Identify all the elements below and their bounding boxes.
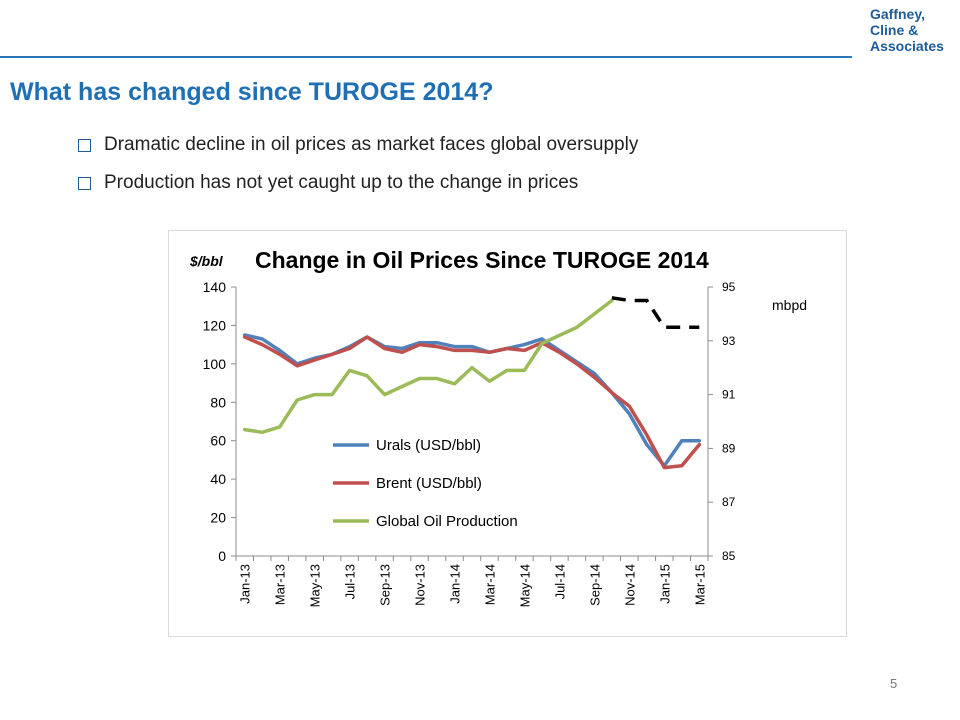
logo-line-3: Associates [870,38,944,54]
x-tick-label: Mar-14 [482,564,497,605]
forecast-dashed-line [611,296,700,330]
bullet-list: Dramatic decline in oil prices as market… [78,132,638,208]
bullet-item: Production has not yet caught up to the … [78,170,638,208]
legend-label: Global Oil Production [376,513,518,530]
series-line-global-oil-production [242,298,614,435]
y-tick-label: 120 [203,317,227,333]
y2-axis-label: mbpd [772,297,807,313]
checkbox-bullet-icon [78,177,91,190]
bullet-item: Dramatic decline in oil prices as market… [78,132,638,170]
x-tick-label: Jul-13 [343,564,358,599]
legend-label: Urals (USD/bbl) [376,437,481,454]
y2-tick-label: 87 [722,495,736,509]
y-tick-label: 40 [210,471,226,487]
oil-price-chart: Change in Oil Prices Since TUROGE 2014 $… [168,230,847,637]
x-tick-label: May-13 [308,564,323,607]
bullet-text: Dramatic decline in oil prices as market… [104,134,639,155]
y-tick-label: 0 [218,548,226,564]
y-tick-label: 20 [210,510,226,526]
checkbox-bullet-icon [78,139,91,152]
company-logo: Gaffney, Cline & Associates [870,6,952,54]
y2-tick-label: 91 [722,388,736,402]
legend-label: Brent (USD/bbl) [376,475,482,492]
header-rule [0,56,852,58]
x-tick-label: Jan-13 [238,564,253,604]
y-tick-label: 140 [203,279,227,295]
series-line-brent-usd-bbl [242,335,702,470]
x-tick-label: Jan-15 [657,564,672,604]
chart-frame [168,230,847,637]
chart-title: Change in Oil Prices Since TUROGE 2014 [255,247,709,273]
logo-line-1: Gaffney, [870,6,925,22]
x-tick-label: Sep-14 [587,564,602,606]
x-tick-label: Nov-13 [413,564,428,606]
y-tick-label: 100 [203,356,227,372]
x-tick-label: Sep-13 [378,564,393,606]
x-tick-label: May-14 [517,564,532,607]
page-number: 5 [890,676,898,691]
y-tick-label: 60 [210,433,226,449]
y-tick-label: 80 [210,394,226,410]
x-tick-label: Mar-15 [692,564,707,605]
y2-tick-label: 85 [722,549,736,563]
bullet-text: Production has not yet caught up to the … [104,172,579,193]
x-tick-label: Jan-14 [448,564,463,604]
x-tick-label: Mar-13 [273,564,288,605]
x-tick-label: Nov-14 [622,564,637,606]
y2-tick-label: 95 [722,280,736,294]
y2-tick-label: 89 [722,441,736,455]
x-tick-label: Jul-14 [552,564,567,599]
logo-line-2: Cline & [870,22,919,38]
slide-title: What has changed since TUROGE 2014? [10,78,494,106]
y-axis-label: $/bbl [189,253,224,269]
y2-tick-label: 93 [722,334,736,348]
y2-label-box [764,292,834,322]
